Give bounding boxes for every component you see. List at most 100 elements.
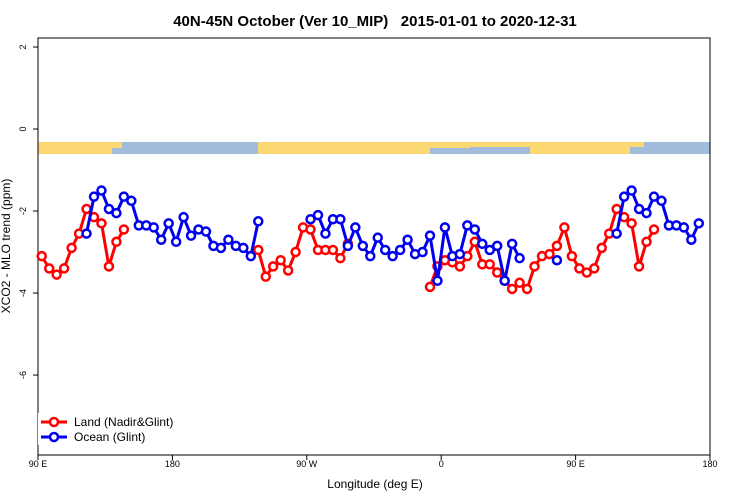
- data-point: [260, 271, 271, 282]
- data-point: [96, 185, 107, 196]
- data-point: [81, 228, 92, 239]
- data-point: [417, 246, 428, 258]
- data-point: [641, 236, 652, 248]
- data-point: [477, 238, 488, 250]
- data-point: [506, 238, 518, 250]
- data-point: [506, 283, 518, 295]
- data-point: [148, 222, 159, 233]
- data-point: [581, 267, 593, 278]
- data-point: [618, 191, 630, 202]
- data-point: [223, 234, 234, 245]
- data-point: [111, 207, 122, 219]
- data-point: [491, 240, 503, 252]
- data-point: [245, 250, 257, 262]
- legend: Land (Nadir&Glint)Ocean (Glint): [38, 413, 180, 445]
- data-point: [118, 191, 130, 202]
- data-point: [424, 230, 436, 241]
- data-point: [626, 185, 637, 196]
- legend-label: Ocean (Glint): [74, 430, 145, 444]
- legend-marker: [48, 431, 60, 443]
- data-point: [372, 232, 383, 243]
- data-point: [529, 261, 540, 272]
- data-point: [111, 236, 122, 248]
- data-point: [103, 203, 115, 215]
- x-axis-label: Longitude (deg E): [327, 477, 422, 491]
- data-point: [633, 261, 645, 272]
- x-tick-label: 90 E: [566, 459, 585, 469]
- y-tick-label: -2: [18, 207, 28, 215]
- data-point: [424, 281, 436, 293]
- data-point: [170, 236, 182, 248]
- data-point: [551, 240, 563, 252]
- data-point: [58, 263, 70, 274]
- data-point: [432, 275, 443, 286]
- data-point: [357, 240, 369, 252]
- legend-label: Land (Nadir&Glint): [74, 415, 173, 429]
- data-point: [51, 269, 62, 280]
- x-tick-label: 180: [702, 459, 717, 469]
- data-point: [118, 224, 130, 235]
- data-point: [342, 240, 354, 252]
- y-tick-label: -6: [18, 371, 28, 379]
- data-point: [589, 263, 600, 274]
- data-point: [96, 218, 107, 229]
- data-point: [36, 250, 47, 262]
- data-point: [439, 222, 451, 233]
- data-point: [379, 244, 391, 256]
- data-point: [633, 203, 645, 215]
- data-point: [387, 250, 398, 262]
- data-point: [126, 195, 137, 207]
- data-point: [163, 218, 174, 229]
- data-point: [484, 244, 495, 256]
- data-point: [267, 261, 279, 272]
- data-point: [626, 218, 637, 229]
- data-point: [611, 203, 622, 215]
- data-point: [402, 234, 413, 245]
- data-point: [648, 224, 660, 235]
- data-point: [253, 216, 264, 227]
- data-point: [238, 242, 249, 254]
- y-axis-label: XCO2 - MLO trend (ppm): [0, 179, 13, 314]
- data-point: [66, 242, 77, 254]
- data-point: [484, 259, 495, 270]
- data-point: [574, 263, 585, 274]
- data-point: [544, 248, 555, 260]
- data-point: [454, 261, 466, 272]
- x-tick-label: 180: [165, 459, 180, 469]
- chart-title: 40N-45N October (Ver 10_MIP) 2015-01-01 …: [173, 13, 577, 30]
- data-point: [648, 191, 660, 202]
- data-point: [275, 254, 286, 266]
- data-point: [81, 203, 92, 215]
- data-point: [88, 191, 100, 202]
- data-point: [305, 213, 316, 225]
- x-tick-label: 0: [439, 459, 444, 469]
- data-point: [469, 224, 481, 235]
- data-point: [641, 207, 652, 219]
- data-point: [282, 265, 294, 276]
- data-point: [693, 218, 705, 229]
- data-point: [521, 283, 533, 295]
- data-point: [499, 275, 510, 286]
- data-point: [566, 250, 578, 262]
- data-point: [290, 246, 301, 258]
- data-point: [335, 252, 346, 264]
- y-tick-label: 0: [18, 127, 28, 132]
- data-point: [365, 250, 376, 262]
- data-point: [215, 242, 227, 254]
- data-point: [514, 277, 525, 289]
- data-point: [559, 222, 570, 233]
- data-point: [320, 228, 331, 239]
- data-point: [454, 248, 466, 260]
- data-point: [656, 195, 667, 207]
- plot-frame: [37, 37, 711, 456]
- data-point: [462, 220, 473, 231]
- data-point: [43, 263, 55, 274]
- data-point: [305, 224, 316, 235]
- data-point: [185, 230, 197, 241]
- data-point: [155, 234, 167, 245]
- surface-strip: [38, 142, 710, 154]
- x-tick-label: 90 W: [296, 459, 318, 469]
- data-point: [253, 244, 264, 256]
- data-point: [596, 242, 607, 254]
